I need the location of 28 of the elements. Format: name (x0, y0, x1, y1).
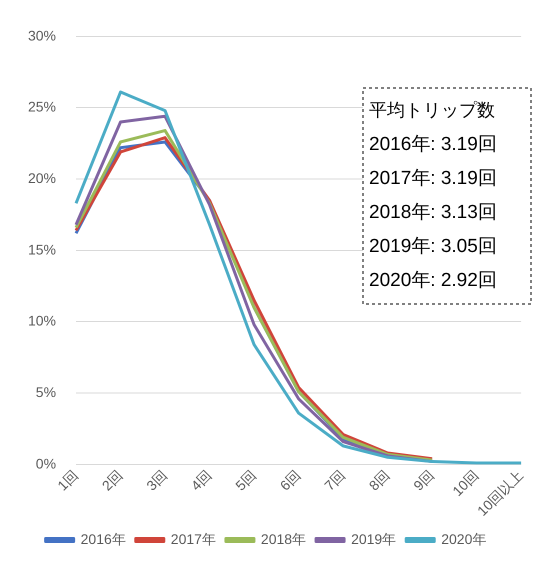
annotation: 2016年: 3.19回 (369, 134, 497, 156)
annotation: 2017年: 3.19回 (369, 168, 497, 190)
x-tick-label: 6回 (276, 466, 304, 494)
y-tick-label: 25% (28, 98, 56, 115)
y-tick-label: 5% (36, 384, 56, 400)
annotation: 2020年: 2.92回 (369, 270, 497, 292)
x-tick-label: 3回 (143, 466, 170, 494)
x-tick-label: 7回 (321, 466, 348, 494)
legend-label: 2019年 (351, 530, 396, 547)
annotation: 2019年: 3.05回 (369, 236, 497, 258)
x-tick-label: 9回 (410, 466, 437, 494)
x-tick-label: 4回 (188, 466, 214, 494)
x-tick-label: 8回 (366, 466, 392, 494)
y-tick-label: 10% (28, 312, 56, 329)
legend-label: 2017年 (170, 530, 216, 547)
x-tick-label: 1回 (54, 466, 81, 494)
legend-label: 2020年 (441, 530, 486, 547)
annotation: 2018年: 3.13回 (369, 202, 497, 224)
y-tick-label: 15% (28, 241, 56, 258)
legend-label: 2018年 (260, 530, 306, 547)
y-tick-label: 30% (28, 27, 56, 44)
x-tick-label: 10回 (449, 466, 482, 500)
y-tick-label: 20% (28, 170, 56, 186)
x-tick-label: 5回 (232, 466, 259, 494)
y-tick-label: 0% (36, 455, 56, 472)
x-tick-label: 2回 (98, 466, 126, 494)
annotation: 平均トリップ数 (369, 100, 495, 120)
legend-label: 2016年 (80, 530, 126, 547)
